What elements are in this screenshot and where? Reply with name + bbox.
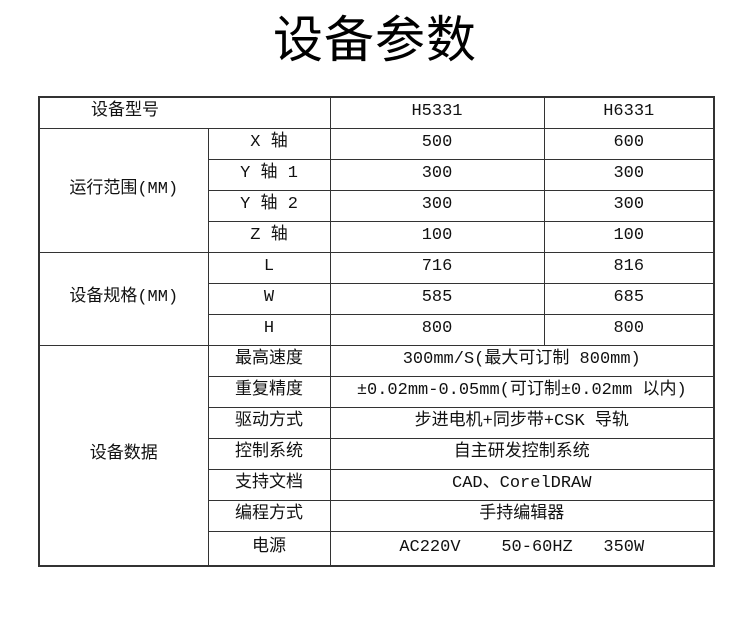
value-b: 100: [543, 220, 715, 253]
param-label: 最高速度: [207, 344, 331, 377]
param-label: 编程方式: [207, 499, 331, 532]
value-a: 100: [329, 220, 545, 253]
value-a: 300: [329, 189, 545, 222]
model-a-cell: H5331: [329, 96, 545, 129]
value-a: 585: [329, 282, 545, 315]
table-row: 设备数据 最高速度 300mm/S(最大可订制 800mm): [38, 344, 715, 567]
model-b-cell: H6331: [543, 96, 715, 129]
value-b: 600: [543, 127, 715, 160]
value-a: 300: [329, 158, 545, 191]
table-row: W 585 685: [39, 282, 715, 315]
value-wide: 自主研发控制系统: [329, 437, 715, 470]
value-b: 300: [543, 189, 715, 222]
table-row: 运行范围(MM) X 轴 500 600: [38, 127, 715, 253]
model-label-cell: 设备型号: [38, 96, 331, 129]
value-wide: ±0.02mm-0.05mm(可订制±0.02mm 以内): [329, 375, 715, 408]
value-a: 800: [329, 313, 545, 346]
spec-table: 设备型号 H5331 H6331 运行范围(MM) X 轴 500 600 Y …: [38, 96, 715, 567]
value-a: 716: [329, 251, 545, 284]
param-label: Z 轴: [207, 220, 331, 253]
value-wide: 300mm/S(最大可订制 800mm): [329, 344, 715, 377]
table-row-model: 设备型号 H5331 H6331: [38, 96, 715, 129]
value-wide: 步进电机+同步带+CSK 导轨: [329, 406, 715, 439]
param-label: H: [207, 313, 331, 346]
model-label: 设备型号: [91, 102, 159, 122]
value-b: 800: [543, 313, 715, 346]
table-row: 设备规格(MM) L 716 816: [38, 251, 715, 346]
param-label: X 轴: [207, 127, 331, 160]
table-row: 电源 AC220V 50-60HZ 350W: [39, 530, 715, 567]
param-label: L: [207, 251, 331, 284]
value-b: 816: [543, 251, 715, 284]
param-label: 驱动方式: [207, 406, 331, 439]
value-wide: 手持编辑器: [329, 499, 715, 532]
group-label-dimensions: 设备规格(MM): [38, 251, 209, 346]
table-row: 重复精度 ±0.02mm-0.05mm(可订制±0.02mm 以内): [39, 375, 715, 408]
param-label: 支持文档: [207, 468, 331, 501]
value-b: 685: [543, 282, 715, 315]
value-a: 500: [329, 127, 545, 160]
param-label: 电源: [207, 530, 331, 567]
param-label: 控制系统: [207, 437, 331, 470]
value-wide: AC220V 50-60HZ 350W: [329, 530, 715, 567]
param-label: 重复精度: [207, 375, 331, 408]
group-label-run-range: 运行范围(MM): [38, 127, 209, 253]
value-b: 300: [543, 158, 715, 191]
value-wide: CAD、CorelDRAW: [329, 468, 715, 501]
group-label-device-data: 设备数据: [38, 344, 209, 567]
param-label: Y 轴 2: [207, 189, 331, 222]
page-title: 设备参数: [273, 12, 477, 68]
param-label: W: [207, 282, 331, 315]
param-label: Y 轴 1: [207, 158, 331, 191]
table-row: H 800 800: [39, 313, 715, 346]
